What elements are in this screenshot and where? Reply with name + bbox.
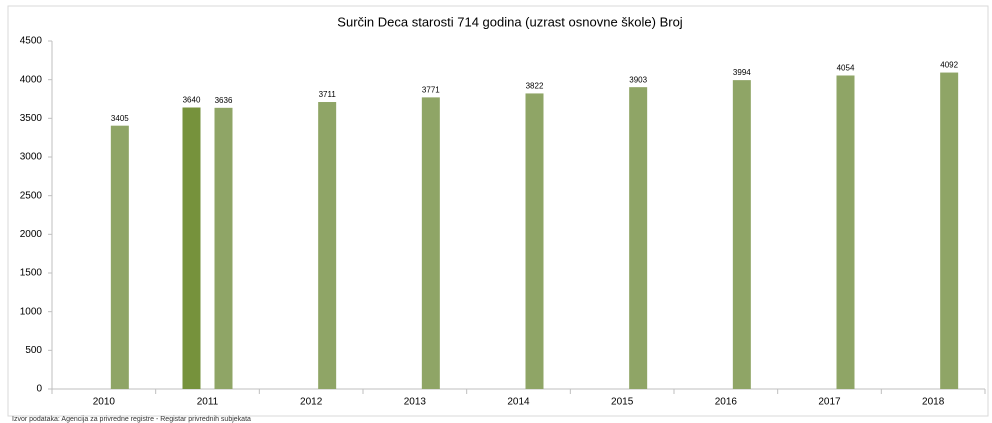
x-tick-label: 2015 — [611, 397, 634, 408]
y-tick-label: 500 — [25, 345, 42, 356]
bar — [629, 87, 648, 389]
bar — [182, 107, 201, 390]
bar — [525, 93, 544, 389]
x-tick-label: 2010 — [93, 397, 116, 408]
value-label: 3822 — [526, 82, 544, 91]
value-label: 3994 — [733, 68, 751, 77]
x-tick-label: 2018 — [922, 397, 945, 408]
value-label: 3405 — [111, 114, 129, 123]
value-label: 3636 — [215, 96, 233, 105]
bar — [318, 102, 337, 390]
bar — [732, 80, 751, 389]
y-tick-label: 0 — [36, 384, 42, 395]
x-tick-label: 2012 — [300, 397, 323, 408]
bar — [214, 107, 233, 389]
source-note: Izvor podataka: Agencija za privredne re… — [12, 416, 251, 423]
x-tick-label: 2017 — [818, 397, 841, 408]
y-tick-label: 1500 — [20, 268, 43, 279]
bar — [940, 72, 959, 389]
value-label: 3903 — [629, 75, 647, 84]
value-label: 3711 — [319, 90, 337, 99]
chart-title: Surčin Deca starosti 714 godina (uzrast … — [337, 14, 683, 29]
x-tick-label: 2011 — [197, 397, 219, 408]
value-label: 4092 — [940, 61, 958, 70]
x-tick-label: 2014 — [507, 397, 530, 408]
bar — [421, 97, 440, 389]
y-tick-label: 3500 — [20, 113, 43, 124]
y-tick-label: 3000 — [20, 152, 43, 163]
x-tick-label: 2013 — [404, 397, 427, 408]
value-label: 3771 — [422, 85, 440, 94]
bar — [836, 75, 855, 390]
y-tick-label: 4500 — [20, 36, 43, 47]
y-tick-label: 1000 — [20, 306, 43, 317]
chart-frame — [7, 5, 989, 417]
bar — [110, 125, 129, 390]
y-tick-label: 2500 — [20, 190, 43, 201]
y-tick-label: 4000 — [20, 74, 43, 85]
y-tick-label: 2000 — [20, 229, 43, 240]
value-label: 4054 — [837, 64, 855, 73]
x-tick-label: 2016 — [715, 397, 738, 408]
value-label: 3640 — [183, 96, 201, 105]
